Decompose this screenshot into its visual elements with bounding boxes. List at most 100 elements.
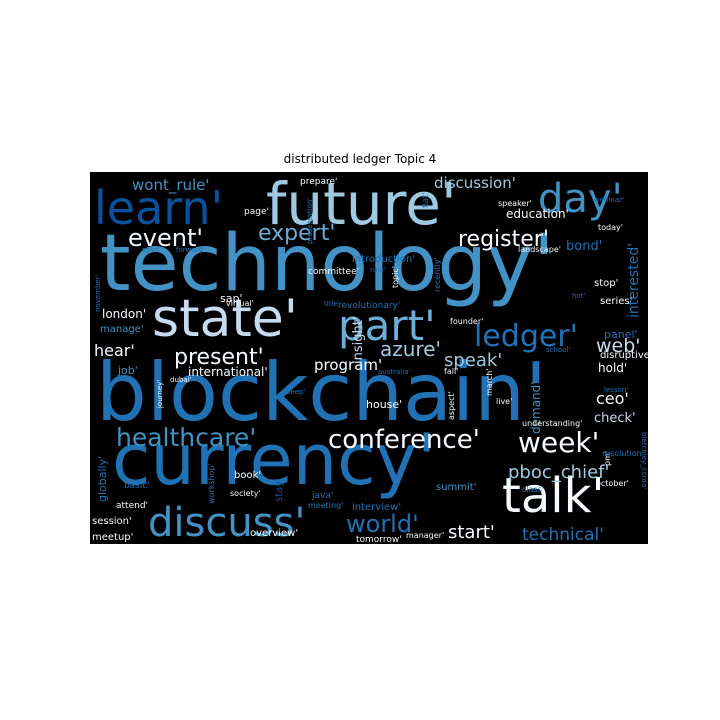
word-education: education' bbox=[506, 207, 569, 221]
word-disruptive: disruptive' bbox=[600, 350, 648, 361]
word-ceo: ceo' bbox=[596, 389, 629, 408]
word-school: school' bbox=[546, 346, 570, 354]
word-discussion: discussion' bbox=[434, 174, 516, 192]
word-pm: pm' bbox=[603, 451, 612, 466]
word-journey: journey' bbox=[156, 380, 164, 409]
word-speaker: speaker' bbox=[498, 199, 532, 208]
word-week: week' bbox=[518, 426, 599, 459]
word-deep: deep' bbox=[286, 388, 306, 396]
word-demand: demand' bbox=[529, 381, 543, 434]
word-azure: azure' bbox=[380, 337, 441, 361]
word-program: program' bbox=[314, 356, 382, 374]
word-lesson: lesson' bbox=[604, 386, 628, 394]
word-international: international' bbox=[188, 365, 268, 379]
word-resolution: resolution' bbox=[602, 449, 644, 458]
word-house: house' bbox=[366, 398, 402, 411]
word-october: october' bbox=[596, 479, 629, 488]
word-ledger: ledger' bbox=[474, 319, 578, 354]
word-healthcare: healthcare' bbox=[116, 423, 256, 452]
word-hear: hear' bbox=[94, 341, 135, 360]
word-job: job' bbox=[117, 364, 138, 377]
word-presentation: presentation' bbox=[306, 198, 314, 244]
word-australia: australia' bbox=[378, 368, 410, 376]
word-fall: fall' bbox=[444, 367, 458, 376]
word-check: check' bbox=[594, 411, 636, 426]
word-recently: recently' bbox=[433, 257, 442, 292]
word-book: book' bbox=[234, 470, 261, 481]
word-day: day' bbox=[538, 176, 623, 222]
word-class: class' bbox=[522, 485, 544, 494]
word-live: live' bbox=[496, 397, 512, 406]
word-conference: conference' bbox=[328, 425, 480, 455]
word-learn: learn' bbox=[94, 181, 223, 235]
word-talk: talk' bbox=[502, 468, 605, 524]
word-march: march' bbox=[485, 369, 494, 396]
word-event: event' bbox=[128, 224, 203, 252]
word-series: series' bbox=[600, 296, 632, 307]
word-miss: miss' bbox=[142, 246, 160, 254]
word-attend: attend' bbox=[116, 501, 148, 511]
word-start: start' bbox=[448, 522, 495, 543]
word-panel: panel' bbox=[604, 328, 638, 341]
word-pboc_chief: pboc_chief' bbox=[508, 462, 609, 483]
word-title: title' bbox=[324, 300, 340, 308]
word-stop: stop' bbox=[594, 278, 618, 289]
word-technical: technical' bbox=[522, 525, 604, 544]
word-founder: founder' bbox=[450, 317, 483, 326]
word-manage: manage' bbox=[100, 324, 144, 335]
word-understanding: understanding' bbox=[522, 419, 582, 428]
word-landscape: landscape' bbox=[518, 245, 561, 254]
word-forward: forward' bbox=[176, 246, 205, 254]
word-state: state' bbox=[152, 289, 298, 349]
word-cloud-canvas: technology' blockchain'currency' future' st… bbox=[92, 172, 648, 544]
word-topic: topic' bbox=[391, 266, 400, 288]
word-session: session' bbox=[92, 516, 132, 527]
word-committee: committee' bbox=[308, 267, 359, 277]
word-basic: basic' bbox=[124, 481, 150, 491]
word-dubai: dubai' bbox=[170, 376, 192, 384]
word-fiat: fiat' bbox=[421, 193, 430, 208]
word-blockchain: blockchain' bbox=[96, 346, 547, 439]
word-virtual: virtual' bbox=[226, 299, 254, 308]
word-wont_rule: wont_rule' bbox=[132, 176, 210, 195]
word-london: london' bbox=[102, 307, 146, 321]
word-hold: hold' bbox=[598, 361, 627, 375]
chart-title: distributed ledger Topic 4 bbox=[283, 152, 437, 166]
word-expert: expert' bbox=[258, 221, 335, 246]
word-rule: rule' bbox=[370, 266, 386, 274]
word-page: page' bbox=[244, 207, 269, 217]
word-interview: interview' bbox=[352, 502, 401, 513]
word-java: java' bbox=[311, 491, 333, 501]
word-overview: overview' bbox=[250, 528, 298, 539]
word-workshop: workshop' bbox=[207, 463, 216, 504]
word-part: part' bbox=[338, 301, 436, 350]
word-bond: bond' bbox=[566, 239, 602, 254]
word-tomorrow: tomorrow' bbox=[356, 535, 402, 544]
word-future: future' bbox=[266, 172, 457, 238]
word-today: today' bbox=[598, 223, 623, 232]
word-present: present' bbox=[174, 345, 264, 370]
word-technology: technology' bbox=[100, 219, 555, 309]
word-prepare: prepare' bbox=[300, 177, 338, 187]
word-stay: stay' bbox=[274, 478, 285, 502]
word-speak: speak' bbox=[444, 350, 502, 371]
word-november: november' bbox=[94, 274, 102, 312]
word-meeting: meeting' bbox=[308, 501, 343, 510]
word-summit: summit' bbox=[436, 482, 476, 493]
word-discuss: discuss' bbox=[148, 500, 305, 544]
word-webinar: webinar' bbox=[594, 196, 624, 204]
word-interested: interested' bbox=[626, 243, 642, 318]
word-introduction: introduction' bbox=[352, 254, 415, 265]
word-aspect: aspect' bbox=[447, 391, 456, 420]
word-world: world' bbox=[346, 510, 419, 538]
word-bletchley_corda: bletchley_corda' bbox=[640, 432, 648, 489]
word-cloud: technology' blockchain' currency' future' st… bbox=[90, 172, 648, 544]
word-hot: hot' bbox=[572, 292, 585, 300]
word-meetup: meetup' bbox=[92, 532, 133, 543]
word-insight: insight' bbox=[351, 317, 366, 364]
word-globally: globally' bbox=[96, 456, 109, 502]
word-web: web' bbox=[596, 335, 641, 357]
word-manager: manager' bbox=[406, 531, 444, 540]
word-currency: currency' bbox=[112, 419, 436, 501]
word-revolutionary: revolutionary' bbox=[338, 301, 400, 311]
